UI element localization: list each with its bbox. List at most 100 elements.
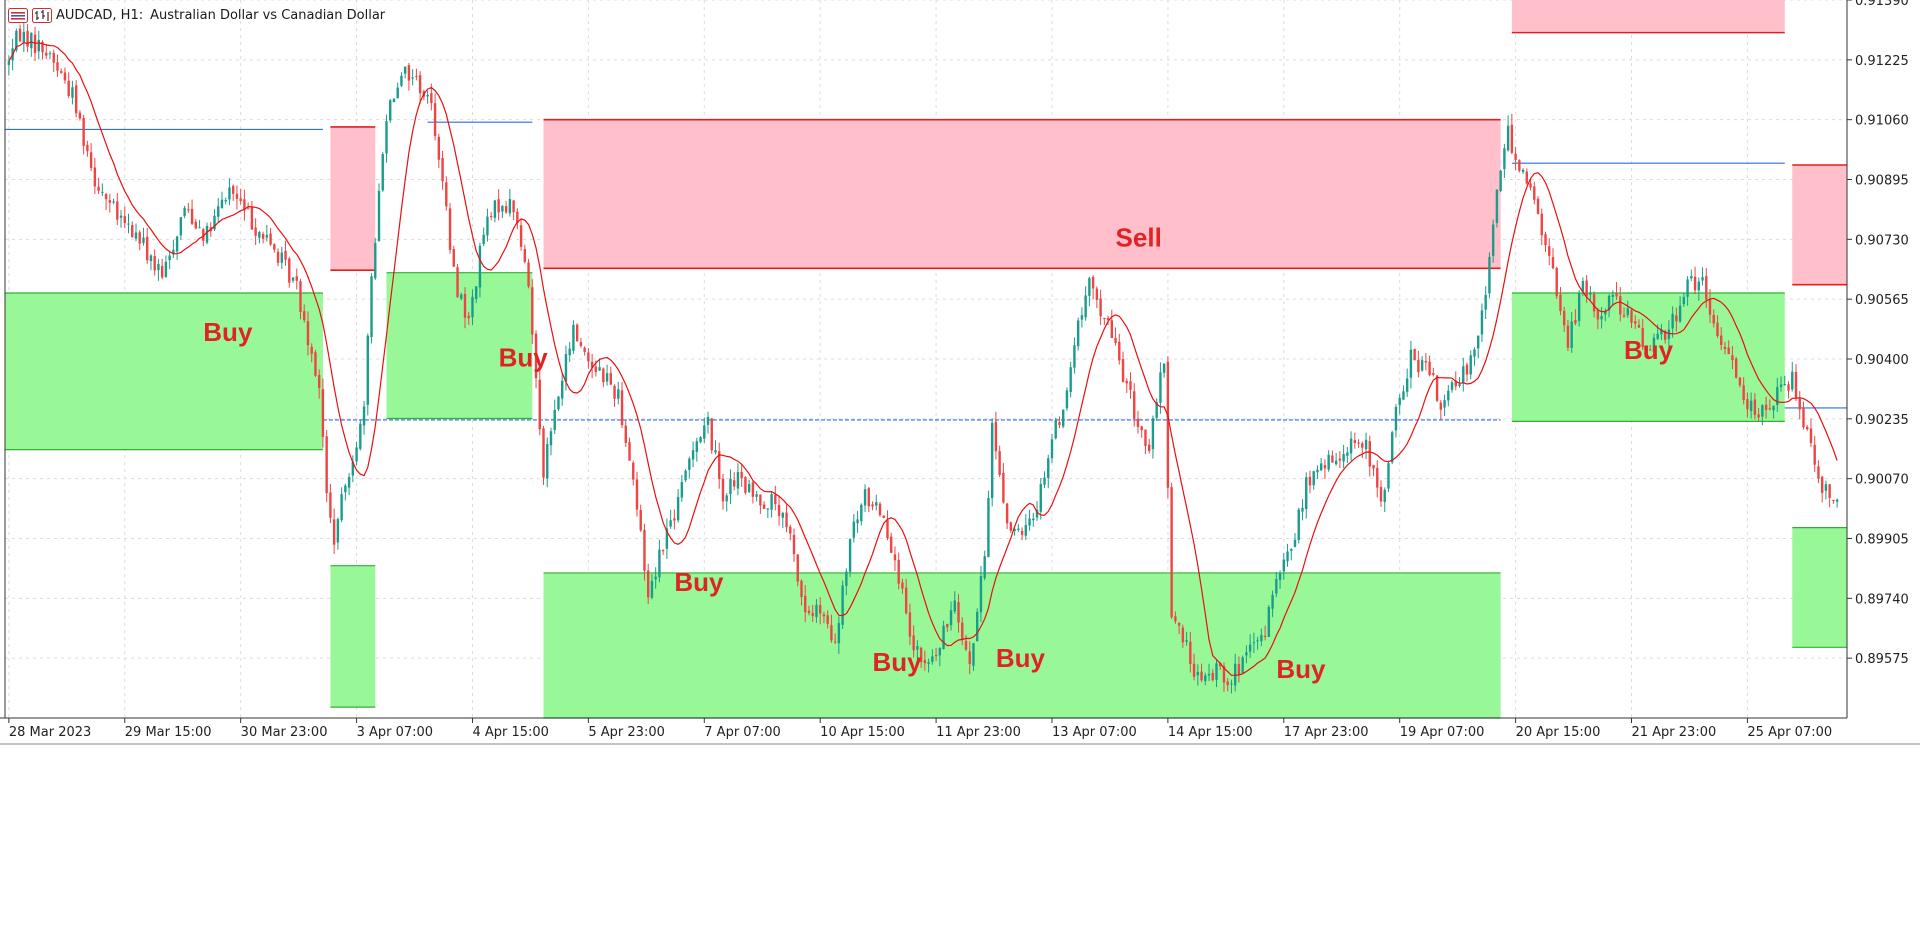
sell-zone (1792, 164, 1847, 285)
candle-body-bull (852, 521, 856, 538)
price-chart[interactable]: Buy Buy Buy Buy Buy Sell Buy Buy 0.91390 0.91225… (0, 0, 1920, 745)
candle-body-bull (370, 276, 373, 337)
candle-body-bull (1701, 277, 1704, 281)
candle-body-bull (1215, 663, 1218, 680)
sell-zone (1511, 0, 1785, 33)
candle-body-bull (1391, 432, 1394, 463)
candle-body-bull (1450, 382, 1454, 390)
y-tick-label: 0.90070 (1855, 473, 1909, 488)
candle-body-bull (1032, 518, 1035, 521)
candle-body-bull (1458, 384, 1461, 387)
candle-body-bear (1555, 267, 1558, 297)
candle-body-bear (448, 208, 452, 250)
candle-body-bull (220, 199, 224, 209)
candle-body-bear (1622, 315, 1626, 317)
candle-body-bear (901, 582, 904, 589)
candle-body-bull (112, 201, 115, 203)
candle-body-bear (575, 324, 579, 342)
candle-body-bear (1136, 418, 1140, 427)
candle-body-bear (639, 510, 642, 531)
candle-body-bear (1058, 422, 1061, 425)
chart-menu-icon[interactable] (8, 7, 28, 23)
candle-body-bear (273, 244, 276, 250)
candle-body-bear (299, 281, 302, 312)
candle-body-bull (1278, 572, 1282, 580)
candle-body-bull (725, 495, 728, 502)
candle-body-bull (1151, 418, 1155, 450)
candle-body-bear (994, 421, 998, 452)
candle-body-bull (48, 53, 52, 55)
candle-body-bull (224, 200, 227, 202)
candle-body-bull (1076, 320, 1080, 347)
candle-body-bear (407, 65, 411, 81)
candle-body-bull (1088, 278, 1091, 296)
candle-body-bear (1368, 441, 1371, 467)
candle-body-bear (1118, 341, 1121, 361)
candle-body-bear (314, 352, 317, 376)
candle-body-bear (998, 451, 1001, 475)
candle-body-bear (1708, 299, 1712, 315)
candle-body-bull (1791, 371, 1794, 390)
candle-body-bull (1043, 477, 1046, 485)
candle-body-bear (882, 515, 885, 518)
candle-body-bull (1050, 439, 1054, 459)
candle-body-bull (1260, 634, 1263, 642)
annotations: Buy Buy Buy Buy Buy Sell Buy Buy (203, 223, 1673, 685)
candle-body-bull (557, 396, 560, 410)
candle-body-bull (37, 39, 40, 52)
candle-body-bear (818, 605, 822, 614)
candle-body-bull (1506, 125, 1510, 151)
candle-body-bear (1734, 358, 1738, 378)
candle-body-bull (1069, 367, 1072, 393)
candle-body-bear (41, 41, 44, 53)
moving-average (8, 41, 1838, 676)
candle-body-bull (1196, 671, 1199, 676)
candle-body-bull (549, 431, 553, 446)
candle-body-bear (1125, 380, 1128, 384)
candle-body-bear (18, 28, 22, 42)
candle-body-bear (1619, 296, 1622, 315)
candle-body-bear (1540, 213, 1543, 236)
chart-window[interactable]: Buy Buy Buy Buy Buy Sell Buy Buy 0.91390 0.91225… (0, 0, 1920, 745)
candle-body-bull (1772, 405, 1775, 411)
candle-body-bear (1211, 672, 1214, 681)
candle-body-bull (411, 77, 414, 79)
candle-body-bear (56, 62, 59, 71)
x-tick-label: 29 Mar 15:00 (125, 725, 212, 740)
candle-body-bull (400, 75, 403, 86)
candle-body-bear (1648, 349, 1652, 351)
candle-body-bear (456, 267, 459, 298)
candle-body-bull (1503, 148, 1506, 170)
candle-body-bear (587, 352, 590, 362)
y-tick-label: 0.90730 (1855, 233, 1909, 248)
candle-body-bull (1301, 507, 1304, 512)
candle-body-bull (650, 580, 654, 598)
candle-body-bear (1551, 257, 1555, 269)
candle-body-bear (63, 72, 67, 81)
buy-zone (5, 293, 323, 450)
candle-body-bear (721, 478, 725, 502)
candle-body-bull (1155, 401, 1158, 418)
candle-body-bull (1779, 384, 1783, 387)
candle-body-bear (1181, 627, 1185, 643)
candle-body-bull (1080, 315, 1084, 320)
candle-body-bull (265, 234, 269, 238)
candle-body-bull (1656, 333, 1659, 339)
y-tick-label: 0.89740 (1855, 592, 1909, 607)
candle-body-bull (1316, 469, 1319, 473)
candle-body-bear (833, 641, 837, 643)
candle-body-bear (542, 428, 545, 478)
candle-body-bull (217, 206, 220, 217)
candle-body-bull (1394, 407, 1398, 431)
candle-body-bear (332, 519, 336, 545)
candle-body-bear (187, 209, 190, 211)
candle-body-bear (1828, 484, 1831, 498)
x-tick-label: 10 Apr 15:00 (820, 725, 905, 740)
candle-body-bull (972, 643, 975, 666)
x-tick-label: 19 Apr 07:00 (1400, 725, 1485, 740)
candle-body-bear (1002, 472, 1005, 503)
candle-body-bull (347, 476, 351, 488)
candle-body-bear (800, 580, 803, 597)
candle-body-bear (26, 30, 29, 47)
candle-body-bear (1727, 347, 1730, 355)
